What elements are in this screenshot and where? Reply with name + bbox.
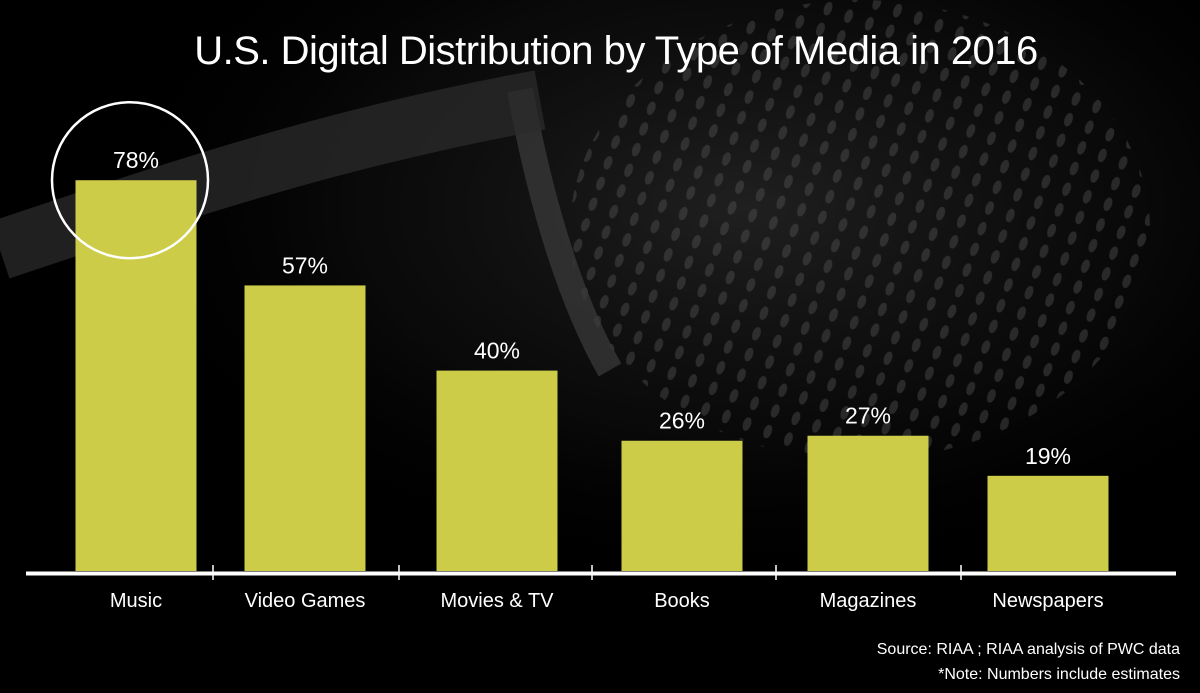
microphone-grille-icon	[570, 0, 1150, 460]
bar-newspapers	[987, 475, 1109, 571]
value-label-music: 78%	[113, 147, 159, 173]
value-labels-group: 78% 57% 40% 26% 27% 19%	[113, 147, 1071, 469]
value-label-newspapers: 19%	[1025, 443, 1071, 469]
bar-movies-and-tv	[436, 370, 558, 571]
category-label-books: Books	[654, 590, 710, 612]
value-label-books: 26%	[659, 408, 705, 434]
x-ticks-group	[212, 565, 962, 580]
category-labels-group: Music Video Games Movies & TV Books Magazine…	[110, 590, 1104, 612]
bar-music	[75, 180, 197, 571]
category-label-video-games: Video Games	[245, 590, 366, 612]
category-label-magazines: Magazines	[820, 590, 917, 612]
category-label-newspapers: Newspapers	[992, 590, 1103, 612]
category-label-music: Music	[110, 590, 162, 612]
bars-group	[75, 180, 1109, 571]
category-label-movies-and-tv: Movies & TV	[441, 590, 555, 612]
microphone-arm-icon	[0, 70, 546, 279]
highlight-ring	[50, 100, 210, 260]
value-label-video-games: 57%	[282, 252, 328, 278]
bar-video-games	[244, 285, 366, 571]
note-text: *Note: Numbers include estimates	[938, 666, 1180, 683]
source-text: Source: RIAA ; RIAA analysis of PWC data	[877, 641, 1180, 658]
value-label-magazines: 27%	[845, 403, 891, 429]
value-label-movies-and-tv: 40%	[474, 338, 520, 364]
chart-title: U.S. Digital Distribution by Type of Med…	[194, 29, 1038, 73]
bar-magazines	[807, 435, 929, 571]
bar-books	[621, 440, 743, 571]
